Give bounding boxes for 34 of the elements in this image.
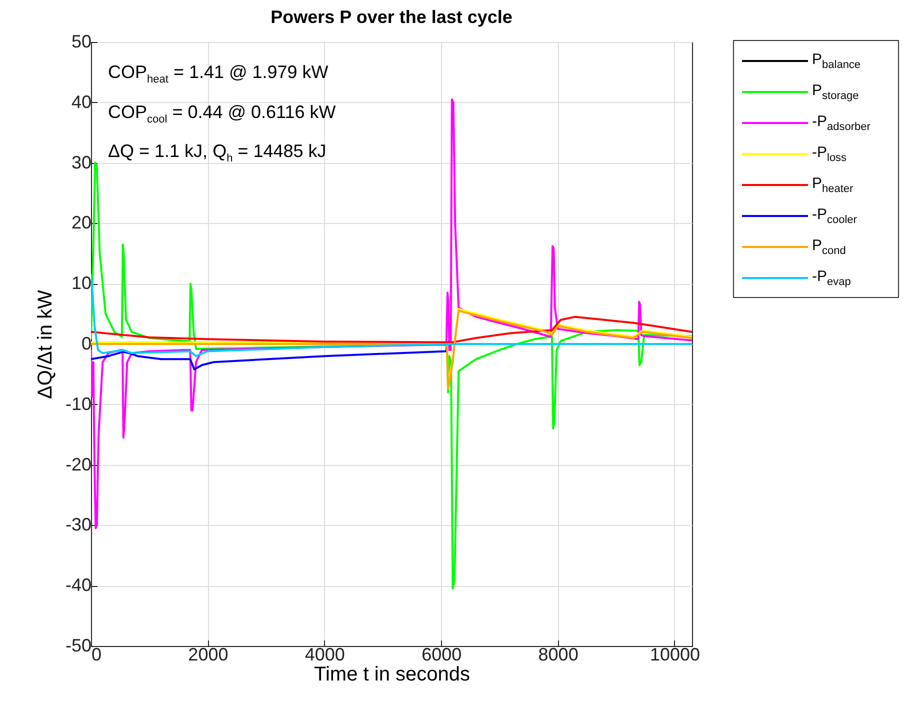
y-tick-label: 10 [71,273,92,294]
legend-label: -P$_{loss}$ [812,144,847,164]
x-axis-title: Time t in seconds [314,664,470,686]
annotation: COP$_{cool}$ = 0.44 @ 0.6116 kW [108,100,336,128]
y-tick-label: -10 [65,394,92,414]
x-tick-label: 10000 [650,644,700,664]
x-tick-label: 2000 [188,644,228,664]
annotation: ΔQ = 1.1 kJ, Q$_{h}$ = 14485 kJ [108,140,328,167]
y-tick-label: 0 [81,334,92,354]
legend-label: -P$_{evap}$ [812,268,851,288]
line-series [91,316,692,344]
x-tick-label: 6000 [422,644,462,664]
line-series [91,274,692,358]
x-tick-label: 8000 [538,644,578,664]
legend-label: P$_{storage}$ [812,82,859,102]
legend-label: -P$_{adsorber}$ [812,112,870,132]
y-tick-label: -20 [65,454,92,474]
legend-label: P$_{balance}$ [812,50,861,70]
y-tick-label: -40 [65,575,92,596]
legend-label: P$_{cond}$ [812,236,846,256]
y-tick-label: 30 [71,152,92,172]
y-tick-label: 50 [71,32,92,52]
x-tick-label: 4000 [304,644,345,664]
y-tick-label: 20 [71,212,92,233]
annotation: COP$_{heat}$ = 1.41 @ 1.979 kW [108,61,330,88]
y-tick-label: 40 [71,92,92,112]
y-axis-title: ΔQ/Δt in kW [34,290,56,399]
legend-label: P$_{heater}$ [812,174,854,194]
chart-title: Powers P over the last cycle [270,7,512,27]
line-series [91,98,692,530]
legend-label: -P$_{cooler}$ [812,206,857,226]
y-tick-label: -30 [65,514,92,535]
y-tick-label: -50 [65,636,92,656]
line-series [91,162,692,590]
